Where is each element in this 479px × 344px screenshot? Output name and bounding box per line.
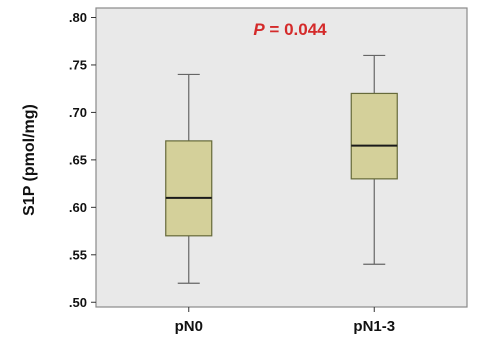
y-tick-label: .55 (69, 247, 87, 262)
box-iqr (165, 140, 213, 237)
y-axis-title: S1P (pmol/mg) (21, 104, 38, 216)
y-tick-label: .75 (69, 57, 87, 72)
x-axis: pN0 pN1-3 (175, 307, 395, 335)
y-tick-label: .50 (69, 295, 87, 310)
p-value-text: = 0.044 (265, 20, 327, 39)
box-pn0 (165, 73, 213, 284)
y-tick-label: .65 (69, 152, 87, 167)
plot-area (95, 7, 468, 308)
boxes-layer (165, 54, 398, 284)
y-tick-label: .80 (69, 10, 87, 25)
box-pn1-3 (350, 54, 398, 265)
y-tick-label: .60 (69, 200, 87, 215)
y-axis: .50 .55 .60 .65 .70 .75 .80 (69, 10, 96, 310)
p-value-symbol: P (253, 20, 265, 39)
y-tick-label: .70 (69, 105, 87, 120)
x-category-label: pN0 (175, 318, 203, 335)
box-iqr (350, 92, 398, 180)
x-category-label: pN1-3 (353, 318, 395, 335)
p-value-annotation: P = 0.044 (253, 20, 327, 39)
